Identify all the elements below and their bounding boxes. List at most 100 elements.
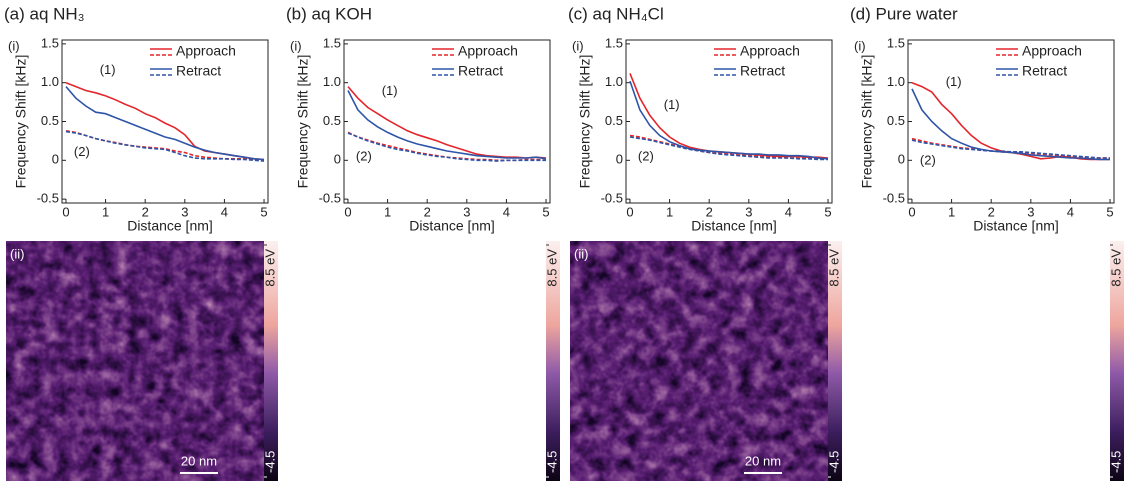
- x-tick-label: 2: [706, 204, 713, 219]
- x-tick-label: 0: [626, 204, 633, 219]
- colorbar-label: -4.5: [826, 451, 841, 473]
- y-axis-label: Frequency Shift [kHz]: [577, 55, 593, 189]
- panel-label: (i): [854, 38, 866, 53]
- map-label: (ii): [292, 246, 306, 261]
- legend-label: Retract: [1022, 63, 1067, 79]
- x-axis-label: Distance [nm]: [127, 218, 213, 234]
- y-tick-label: 1.5: [605, 35, 623, 50]
- x-tick-label: 1: [666, 204, 673, 219]
- data-line: [629, 136, 828, 161]
- y-tick-label: 1.5: [887, 35, 905, 50]
- colorbar-label: -4.5: [262, 451, 277, 473]
- data-line: [65, 81, 265, 161]
- x-tick-label: 0: [62, 204, 69, 219]
- y-tick-label: 0.5: [887, 113, 905, 128]
- y-tick-label: 1.0: [323, 74, 341, 89]
- panel-label: (i): [290, 38, 302, 53]
- x-tick-label: 4: [503, 204, 510, 219]
- colorbar: [1110, 241, 1124, 481]
- plot-frame: [61, 39, 269, 204]
- x-tick-label: 3: [745, 204, 752, 219]
- data-line: [911, 88, 1110, 161]
- data-line: [347, 90, 547, 160]
- x-tick-label: 1: [948, 204, 955, 219]
- data-line: [65, 130, 265, 162]
- x-tick-label: 0: [908, 204, 915, 219]
- colorbar-label: 8.5 eV: [1108, 249, 1123, 287]
- colorbar: [546, 241, 560, 481]
- panel-title: (a) aq NH₃: [4, 4, 85, 23]
- x-axis-label: Distance [nm]: [973, 218, 1059, 234]
- data-line: [911, 137, 1110, 159]
- colorbar-label: -4.5: [1108, 451, 1123, 473]
- legend-label: Retract: [740, 63, 785, 79]
- scale-bar-label: 20 nm: [745, 453, 781, 468]
- panel: (d) Pure water (i) Frequency Shift [kHz] Di…: [850, 4, 1124, 481]
- afm-map: [852, 241, 1110, 481]
- x-tick-label: 4: [785, 204, 792, 219]
- x-tick-label: 5: [1106, 204, 1113, 219]
- y-tick-label: 0: [898, 152, 905, 167]
- x-tick-label: 1: [384, 204, 391, 219]
- y-tick-label: 0: [52, 152, 59, 167]
- y-tick-label: 0.5: [605, 113, 623, 128]
- data-line: [911, 81, 1110, 161]
- map-label: (ii): [10, 246, 24, 261]
- x-tick-label: 0: [344, 204, 351, 219]
- data-line: [347, 86, 547, 159]
- annotation: (2): [74, 144, 90, 159]
- map-label: (ii): [574, 246, 588, 261]
- afm-map: [288, 241, 546, 481]
- data-line: [65, 86, 265, 161]
- annotation: (1): [946, 74, 962, 89]
- colorbar-label: 8.5 eV: [826, 249, 841, 287]
- plot-frame: [907, 39, 1115, 204]
- plot-frame: [625, 39, 833, 204]
- scale-bar-label: 20 nm: [1027, 453, 1063, 468]
- y-tick-label: -0.5: [883, 191, 905, 206]
- plot-frame: [343, 39, 551, 204]
- y-tick-label: 0.5: [323, 113, 341, 128]
- scale-bar-label: 20 nm: [463, 453, 499, 468]
- data-line: [911, 139, 1110, 159]
- x-tick-label: 4: [1067, 204, 1074, 219]
- annotation: (2): [356, 148, 372, 163]
- x-tick-label: 2: [424, 204, 431, 219]
- x-tick-label: 3: [463, 204, 470, 219]
- panel-title: (c) aq NH₄Cl: [568, 4, 664, 23]
- colorbar: [264, 241, 278, 481]
- x-tick-label: 5: [260, 204, 267, 219]
- x-tick-label: 3: [1027, 204, 1034, 219]
- x-tick-label: 3: [181, 204, 188, 219]
- afm-map: [6, 241, 264, 481]
- y-tick-label: 1.0: [605, 74, 623, 89]
- colorbar-label: 8.5 eV: [544, 249, 559, 287]
- x-tick-label: 2: [142, 204, 149, 219]
- panel: (a) aq NH₃ (i) Frequency Shift [kHz] Distan…: [4, 4, 278, 481]
- y-tick-label: 0.5: [41, 113, 59, 128]
- afm-map: [570, 241, 828, 481]
- annotation: (1): [382, 83, 398, 98]
- x-axis-label: Distance [nm]: [691, 218, 777, 234]
- legend-label: Retract: [458, 63, 503, 79]
- colorbar-label: 8.5 eV: [262, 249, 277, 287]
- map-label: (ii): [856, 246, 870, 261]
- annotation: (1): [100, 62, 116, 77]
- scale-bar-label: 20 nm: [181, 453, 217, 468]
- legend-label: Approach: [740, 43, 800, 59]
- annotation: (1): [664, 97, 680, 112]
- data-line: [629, 80, 829, 160]
- legend-label: Retract: [176, 63, 221, 79]
- data-line: [347, 132, 546, 162]
- panel-label: (i): [572, 38, 584, 53]
- y-axis-label: Frequency Shift [kHz]: [859, 55, 875, 189]
- panel: (c) aq NH₄Cl (i) Frequency Shift [kHz] Dist…: [568, 4, 842, 481]
- y-tick-label: 0: [334, 152, 341, 167]
- x-tick-label: 2: [988, 204, 995, 219]
- panel-label: (i): [8, 38, 20, 53]
- y-tick-label: -0.5: [601, 191, 623, 206]
- y-tick-label: 1.0: [887, 74, 905, 89]
- x-axis-label: Distance [nm]: [409, 218, 495, 234]
- colorbar-label: -4.5: [544, 451, 559, 473]
